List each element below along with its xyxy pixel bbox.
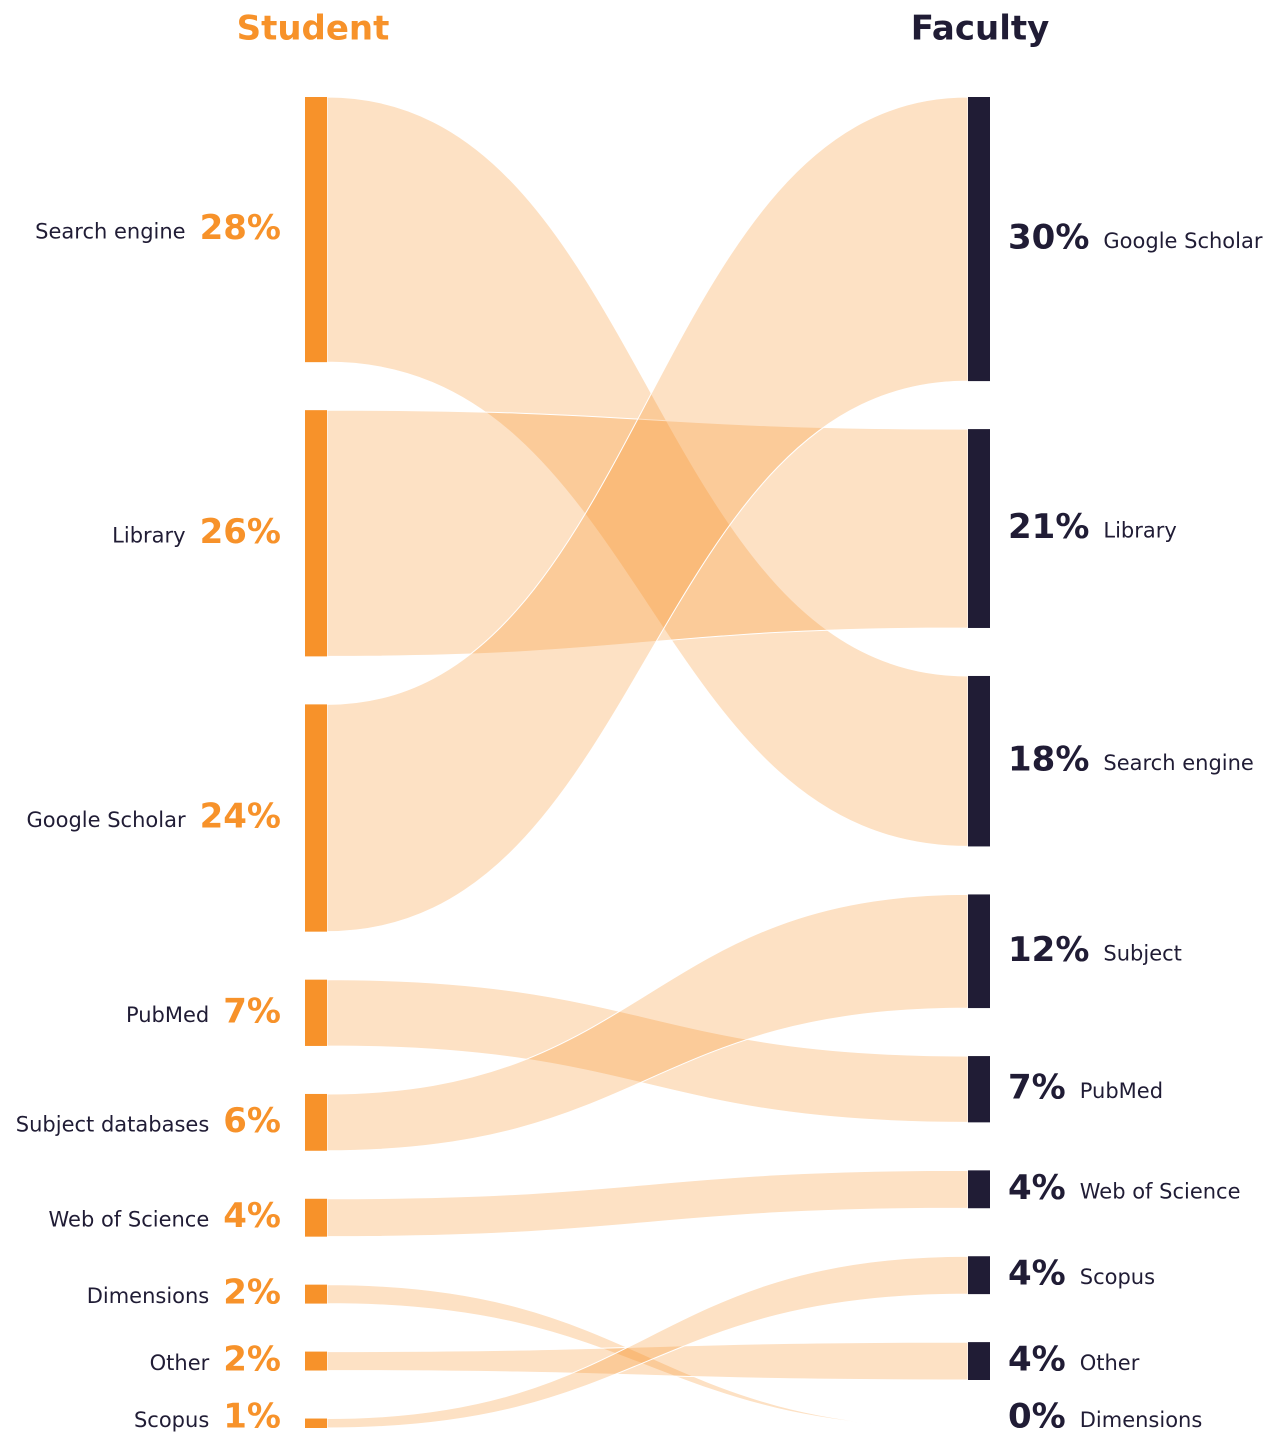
bar xyxy=(968,894,990,1009)
bar xyxy=(968,429,990,628)
bar xyxy=(968,1170,990,1209)
links xyxy=(326,96,969,1429)
bar xyxy=(305,1198,327,1237)
bar xyxy=(968,675,990,847)
value-label: 1% xyxy=(223,1397,281,1437)
category-label: Dimensions xyxy=(87,1284,210,1308)
value-label: 4% xyxy=(223,1196,281,1236)
category-label: Dimensions xyxy=(1080,1408,1203,1432)
category-label: Search engine xyxy=(35,220,185,244)
faculty-title: Faculty xyxy=(911,9,1050,49)
bar xyxy=(305,704,327,932)
bar xyxy=(968,1342,990,1380)
link xyxy=(326,1169,969,1238)
value-label: 6% xyxy=(223,1101,281,1141)
value-label: 30% xyxy=(1008,218,1089,258)
value-label: 4% xyxy=(1008,1254,1066,1294)
category-label: Web of Science xyxy=(48,1208,209,1232)
category-label: Google Scholar xyxy=(1103,229,1262,253)
bar xyxy=(305,979,327,1046)
value-label: 2% xyxy=(223,1340,281,1380)
value-label: 21% xyxy=(1008,507,1089,547)
bar xyxy=(305,97,327,363)
category-label: Scopus xyxy=(134,1408,209,1432)
value-label: 24% xyxy=(200,797,281,837)
student-title: Student xyxy=(237,9,390,49)
bar xyxy=(305,1284,327,1304)
category-label: Google Scholar xyxy=(27,808,186,832)
category-label: Scopus xyxy=(1080,1265,1155,1289)
link xyxy=(326,1284,969,1429)
category-label: Library xyxy=(1103,519,1176,543)
bar xyxy=(968,97,990,382)
value-label: 7% xyxy=(1008,1068,1066,1108)
value-label: 4% xyxy=(1008,1340,1066,1380)
value-label: 12% xyxy=(1008,930,1089,970)
category-label: Search engine xyxy=(1103,751,1253,775)
value-label: 2% xyxy=(223,1273,281,1313)
value-label: 7% xyxy=(223,991,281,1031)
category-label: Other xyxy=(1080,1351,1140,1375)
value-label: 18% xyxy=(1008,740,1089,780)
bar xyxy=(968,1256,990,1295)
category-label: Web of Science xyxy=(1080,1179,1241,1203)
value-label: 4% xyxy=(1008,1168,1066,1208)
category-label: PubMed xyxy=(1080,1079,1163,1103)
bar xyxy=(968,1056,990,1123)
value-label: 0% xyxy=(1008,1397,1066,1437)
bar xyxy=(305,1418,327,1428)
bar xyxy=(305,1093,327,1151)
category-label: PubMed xyxy=(126,1003,209,1027)
bar xyxy=(305,410,327,657)
bar xyxy=(305,1351,327,1371)
category-label: Subject databases xyxy=(16,1112,209,1136)
value-label: 26% xyxy=(200,512,281,552)
value-label: 28% xyxy=(200,208,281,248)
category-label: Other xyxy=(150,1351,210,1375)
category-label: Subject xyxy=(1103,941,1182,965)
category-label: Library xyxy=(112,523,185,547)
